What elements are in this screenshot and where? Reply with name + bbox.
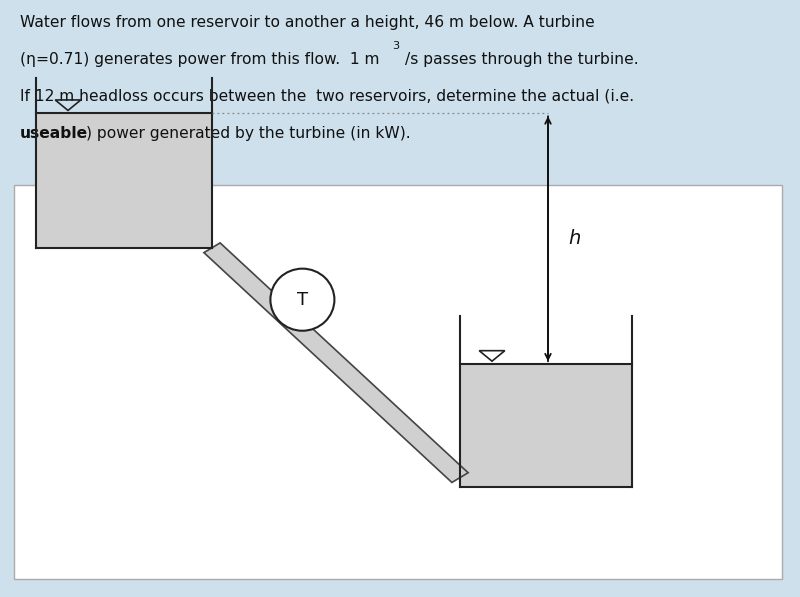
Polygon shape bbox=[204, 243, 468, 482]
Bar bbox=[14, 185, 782, 579]
Text: If 12 m headloss occurs between the  two reservoirs, determine the actual (i.e.: If 12 m headloss occurs between the two … bbox=[20, 89, 634, 104]
Text: /s passes through the turbine.: /s passes through the turbine. bbox=[405, 52, 638, 67]
Text: ) power generated by the turbine (in kW).: ) power generated by the turbine (in kW)… bbox=[86, 126, 410, 141]
Ellipse shape bbox=[270, 269, 334, 331]
Text: (η=0.71) generates power from this flow.  1 m: (η=0.71) generates power from this flow.… bbox=[20, 52, 379, 67]
Bar bbox=[460, 364, 632, 487]
Text: h: h bbox=[568, 229, 580, 248]
Text: T: T bbox=[297, 291, 308, 309]
Text: Water flows from one reservoir to another a height, 46 m below. A turbine: Water flows from one reservoir to anothe… bbox=[20, 15, 594, 30]
Bar bbox=[36, 113, 212, 248]
Text: useable: useable bbox=[20, 126, 88, 141]
Text: 3: 3 bbox=[392, 41, 399, 51]
